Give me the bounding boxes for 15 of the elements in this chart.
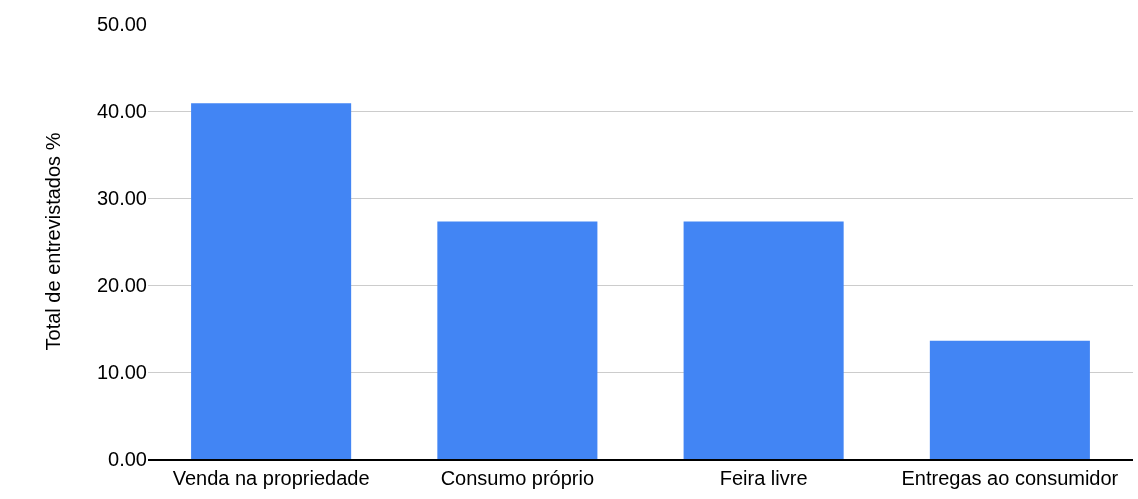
- y-axis-title: Total de entrevistados %: [42, 132, 65, 351]
- x-tick-label: Consumo próprio: [440, 466, 595, 489]
- y-tick-label: 20.00: [96, 274, 147, 296]
- bar: [191, 103, 352, 459]
- bar: [437, 221, 598, 459]
- bar: [683, 221, 844, 459]
- x-tick-label: Feira livre: [719, 466, 808, 489]
- y-tick-label: 50.00: [96, 13, 147, 35]
- bar: [929, 340, 1090, 459]
- x-tick-label: Entregas ao consumidor: [901, 466, 1119, 489]
- y-tick-label: 30.00: [96, 187, 147, 209]
- y-tick-label: 40.00: [96, 100, 147, 122]
- x-tick-label: Venda na propriedade: [172, 466, 370, 489]
- y-tick-label: 10.00: [96, 361, 147, 383]
- y-tick-label: 0.00: [108, 448, 147, 470]
